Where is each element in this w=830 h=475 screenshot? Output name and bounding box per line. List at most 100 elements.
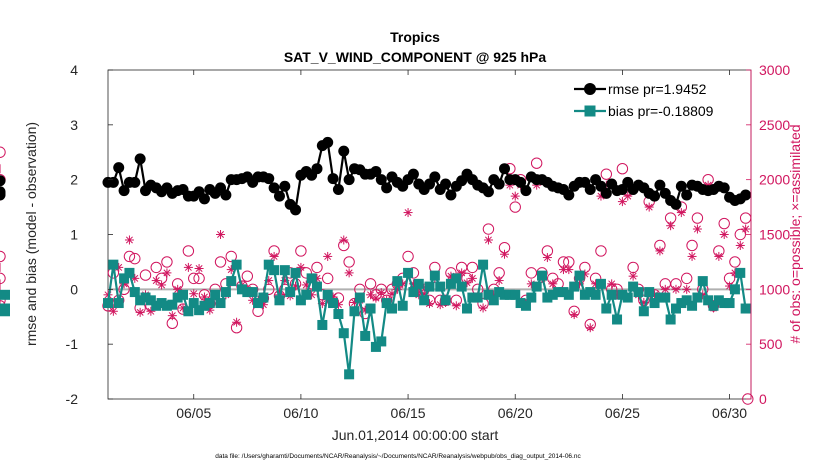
- legend-box: [569, 78, 741, 122]
- bias-marker: [585, 287, 596, 298]
- bias-marker: [167, 299, 178, 310]
- bias-marker: [204, 298, 215, 309]
- obs-possible-point: [742, 393, 754, 405]
- bias-marker: [135, 295, 146, 306]
- rmse-marker: [718, 182, 730, 194]
- bias-marker: [397, 300, 408, 311]
- obs-assimilated-point: [151, 276, 161, 286]
- rmse-marker: [493, 178, 505, 190]
- bias-marker: [360, 330, 371, 341]
- bias-marker: [547, 289, 558, 300]
- obs-assimilated-point: [564, 265, 574, 275]
- bias-marker: [553, 287, 564, 298]
- rmse-marker: [129, 176, 141, 188]
- bias-marker: [103, 298, 113, 309]
- obs-possible-point: [193, 272, 205, 285]
- obs-assimilated-point: [366, 290, 376, 300]
- obs-assimilated-point: [339, 235, 349, 245]
- bias-marker: [210, 289, 221, 300]
- rmse-marker: [381, 182, 393, 194]
- obs-assimilated-point: [617, 197, 627, 207]
- asterisk-stroke: [549, 280, 557, 288]
- bias-marker: [370, 341, 381, 352]
- asterisk-stroke: [484, 236, 492, 244]
- obs-assimilated-point: [232, 317, 242, 327]
- asterisk-stroke: [233, 318, 241, 326]
- bias-marker: [333, 309, 344, 320]
- asterisk-stroke: [152, 277, 160, 285]
- bias-marker: [386, 303, 397, 314]
- obs-possible-point: [188, 272, 200, 285]
- bias-marker: [295, 295, 306, 306]
- bias-marker: [113, 298, 124, 309]
- asterisk-stroke: [184, 263, 192, 271]
- obs-possible-point: [530, 157, 543, 169]
- obs-assimilated-point: [216, 230, 226, 239]
- bias-marker: [0, 303, 10, 314]
- bias-marker: [140, 292, 151, 303]
- obs-assimilated-point: [671, 284, 681, 294]
- obs-assimilated-point: [655, 246, 665, 256]
- asterisk-stroke: [511, 192, 519, 200]
- bias-marker: [263, 259, 274, 270]
- obs-assimilated-point: [741, 224, 751, 234]
- obs-assimilated-point: [124, 235, 134, 245]
- asterisk-stroke: [667, 222, 675, 230]
- y-tick-label-right: 2000: [759, 172, 790, 188]
- plot-area: [107, 69, 752, 400]
- rmse-series: [0, 136, 752, 216]
- bias-marker: [285, 287, 296, 298]
- bias-marker: [665, 314, 676, 325]
- y-axis-label-left: rmse and bias (model - observation): [23, 122, 39, 346]
- rmse-marker: [482, 186, 494, 198]
- asterisk-stroke: [324, 252, 332, 260]
- obs-possible-point: [691, 212, 704, 224]
- obs-assimilated-point: [135, 307, 145, 317]
- rmse-marker: [499, 163, 511, 175]
- rmse-marker: [375, 174, 387, 186]
- asterisk-stroke: [543, 254, 551, 262]
- obs-assimilated-point: [607, 279, 617, 289]
- x-axis-label: Jun.01,2014 00:00:00 start: [332, 427, 499, 443]
- obs-possible-point: [466, 261, 479, 274]
- obs-assimilated-point: [569, 310, 579, 320]
- bias-marker: [172, 292, 183, 303]
- bias-marker: [612, 314, 623, 325]
- obs-possible-point: [681, 272, 693, 285]
- bias-marker: [537, 270, 548, 281]
- bias-marker: [558, 287, 569, 298]
- obs-assimilated-point: [376, 288, 386, 298]
- obs-assimilated-point: [510, 191, 520, 201]
- y-axis-label-right: # of obs: o=possible; ×=assimilated: [787, 124, 803, 343]
- bias-marker: [456, 281, 467, 292]
- asterisk-stroke: [720, 230, 728, 239]
- obs-possible-point: [295, 245, 307, 257]
- bias-marker: [628, 281, 639, 292]
- y-tick-label-right: 1000: [759, 281, 790, 297]
- bias-marker: [119, 273, 130, 284]
- obs-assimilated-point: [403, 208, 413, 218]
- obs-possible-point: [214, 256, 227, 268]
- asterisk-stroke: [661, 285, 669, 293]
- bias-marker: [338, 328, 349, 339]
- obs-assimilated-point: [682, 284, 692, 294]
- rmse-marker: [279, 180, 291, 192]
- bias-marker: [692, 292, 703, 303]
- obs-assimilated-point: [558, 265, 568, 275]
- bias-marker: [188, 298, 199, 309]
- asterisk-stroke: [677, 209, 685, 217]
- bias-marker: [542, 292, 553, 303]
- bias-marker: [435, 281, 446, 292]
- bias-marker: [344, 369, 355, 380]
- obs-assimilated-point: [162, 268, 172, 278]
- bias-marker: [403, 267, 414, 278]
- asterisk-stroke: [672, 285, 680, 293]
- bias-marker: [349, 306, 360, 317]
- asterisk-stroke: [570, 311, 578, 319]
- bias-marker: [563, 289, 574, 300]
- bias-marker: [467, 292, 478, 303]
- chart-subtitle: SAT_V_WIND_COMPONENT @ 925 hPa: [284, 49, 547, 65]
- asterisk-stroke: [109, 307, 117, 315]
- y-tick-label-right: 0: [759, 391, 767, 407]
- obs-assimilated-point: [660, 284, 670, 294]
